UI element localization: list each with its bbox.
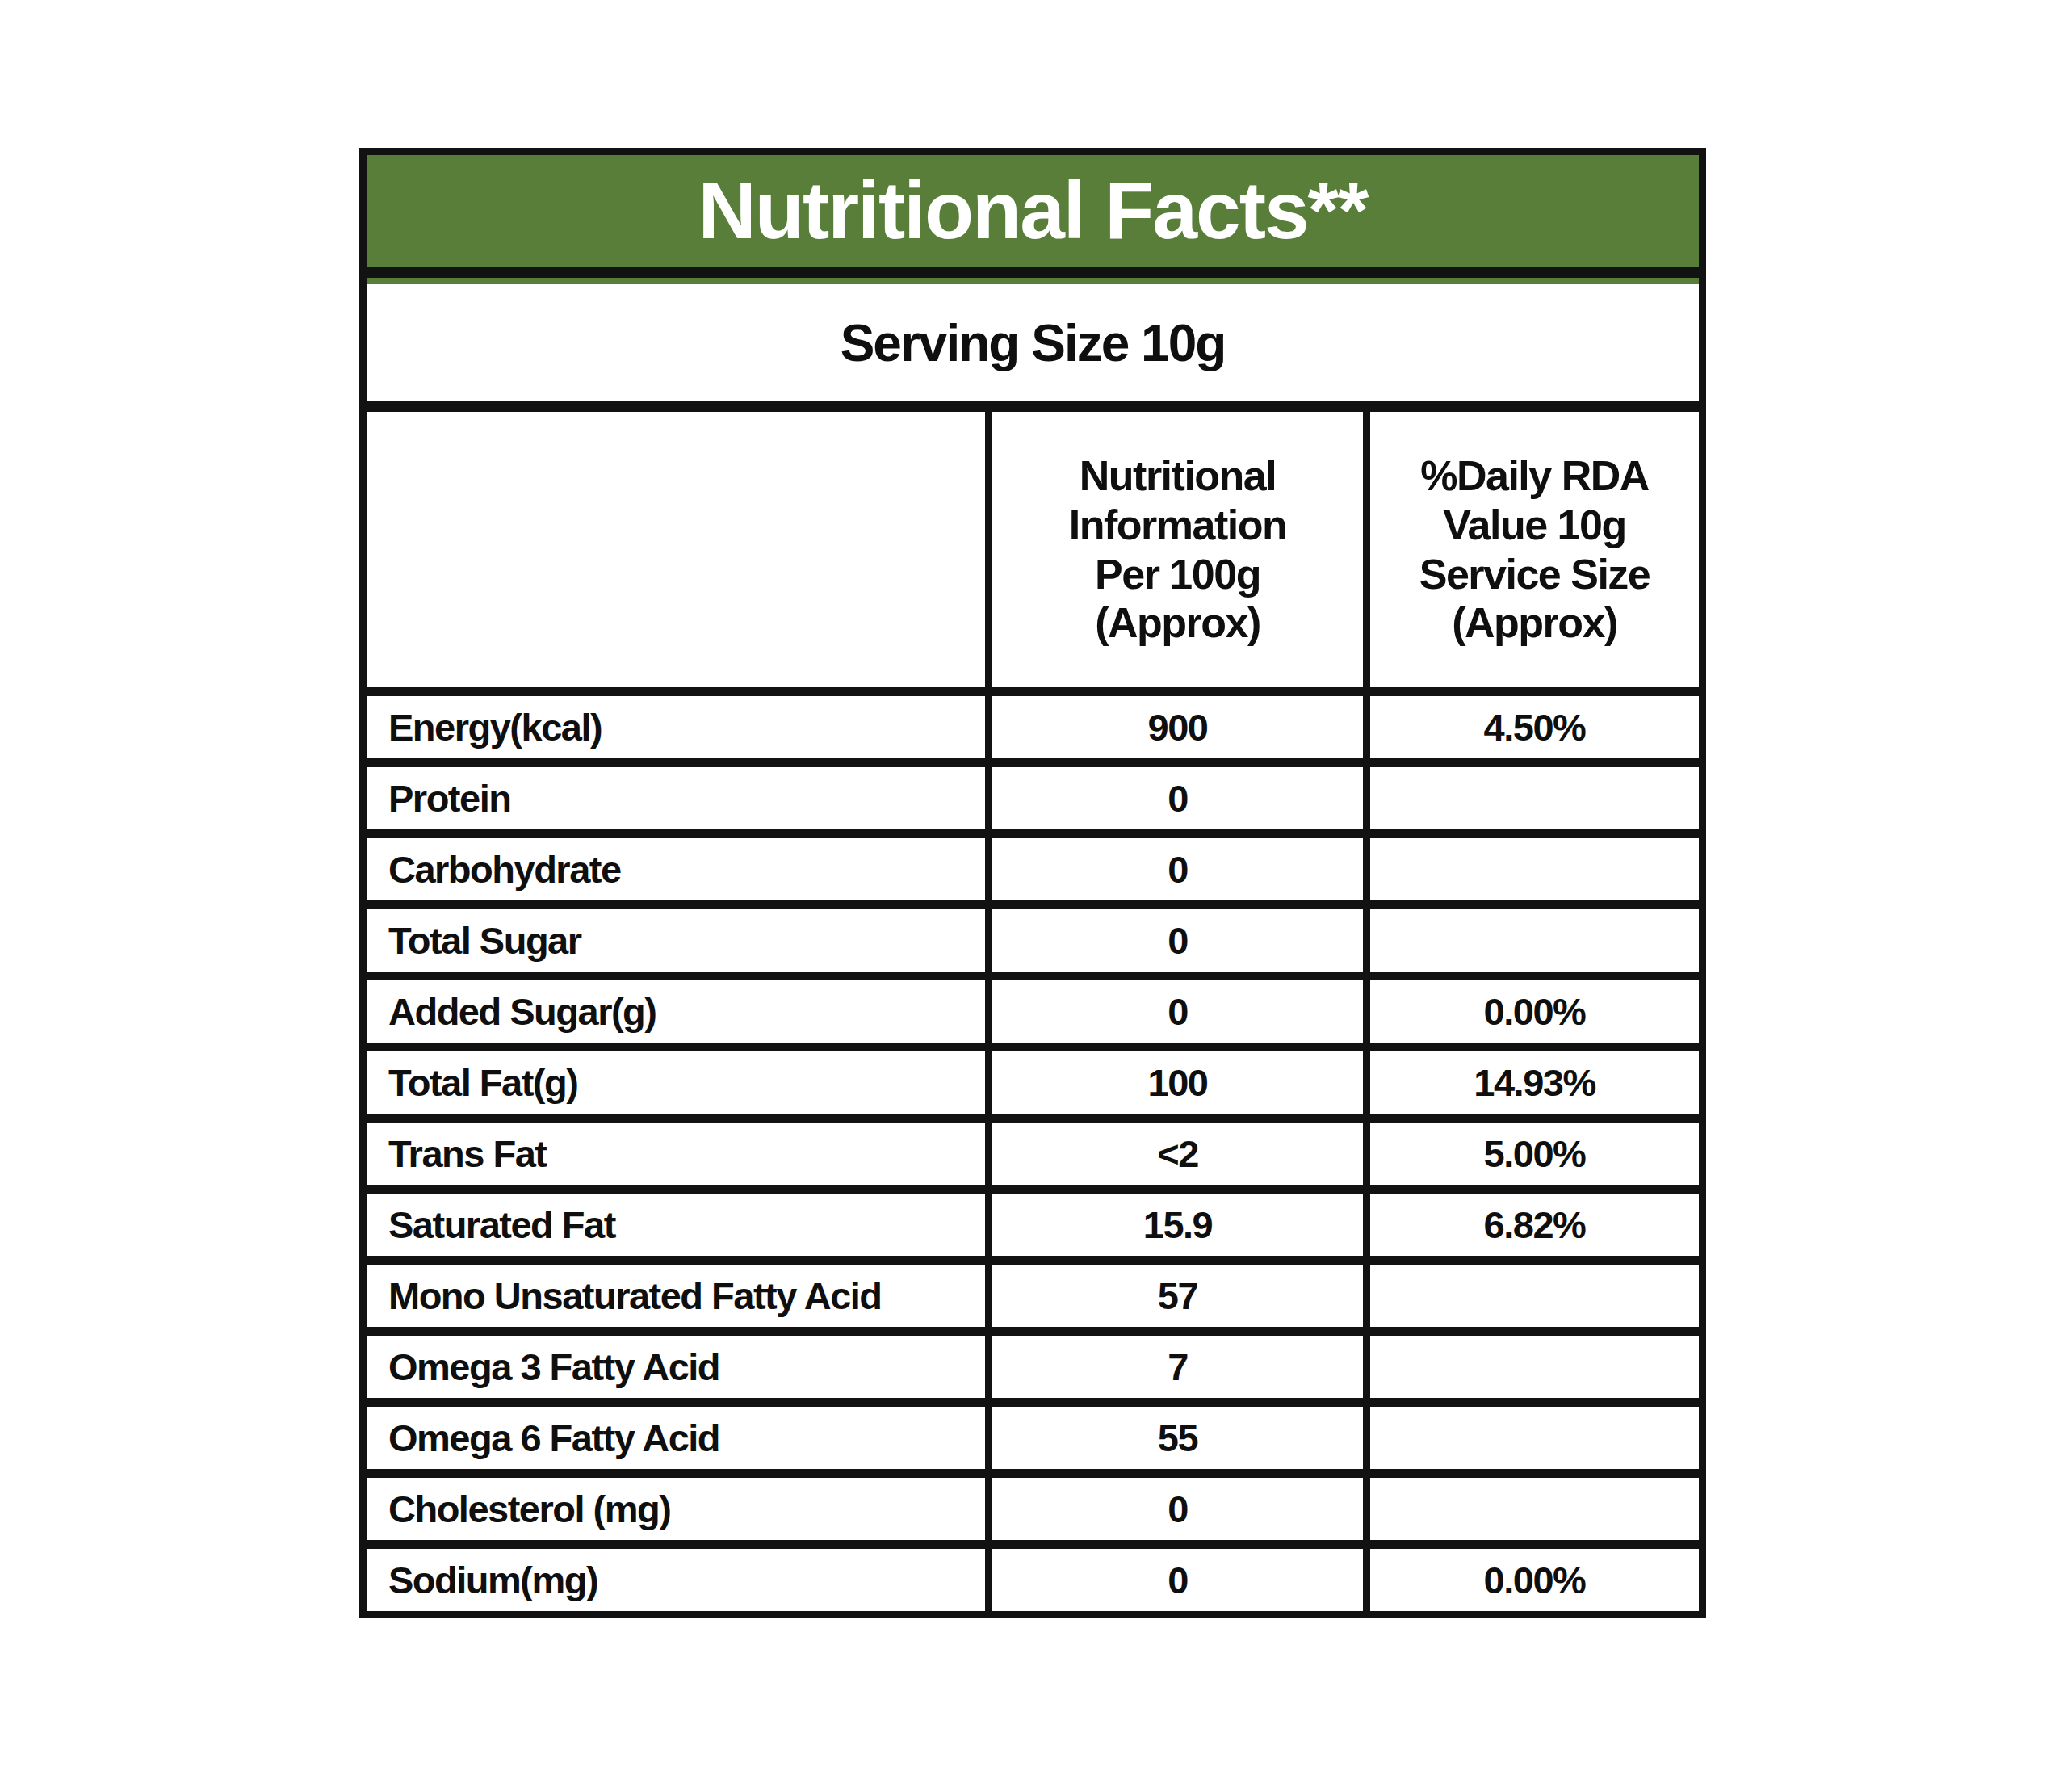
row-label: Added Sugar(g)	[367, 980, 985, 1043]
row-value-rda: 4.50%	[1370, 696, 1699, 758]
row-value-rda	[1370, 767, 1699, 829]
row-value-per100g: 0	[992, 1478, 1363, 1540]
row-value-per100g: 15.9	[992, 1194, 1363, 1256]
row-value-rda	[1370, 838, 1699, 900]
row-value-per100g: 57	[992, 1265, 1363, 1327]
row-value-rda	[1370, 1265, 1699, 1327]
row-value-rda: 0.00%	[1370, 1549, 1699, 1611]
column-header-item	[367, 412, 985, 687]
row-value-per100g: 7	[992, 1336, 1363, 1398]
row-value-per100g: 0	[992, 767, 1363, 829]
banner-divider	[367, 267, 1699, 278]
row-value-rda: 6.82%	[1370, 1194, 1699, 1256]
row-value-per100g: 55	[992, 1407, 1363, 1469]
row-value-per100g: 0	[992, 980, 1363, 1043]
row-value-rda	[1370, 1336, 1699, 1398]
serving-size-text: Serving Size 10g	[841, 313, 1226, 373]
row-value-rda	[1370, 909, 1699, 972]
nutrition-label-page: Nutritional Facts** Serving Size 10g Nut…	[0, 0, 2067, 1792]
row-label: Saturated Fat	[367, 1194, 985, 1256]
column-header-rda: %Daily RDA Value 10g Service Size (Appro…	[1370, 412, 1699, 687]
row-label: Protein	[367, 767, 985, 829]
row-value-rda: 5.00%	[1370, 1123, 1699, 1185]
row-value-per100g: <2	[992, 1123, 1363, 1185]
column-header-per100g: Nutritional Information Per 100g (Approx…	[992, 412, 1363, 687]
row-value-rda	[1370, 1478, 1699, 1540]
row-value-per100g: 0	[992, 838, 1363, 900]
row-label: Cholesterol (mg)	[367, 1478, 985, 1540]
page-title: Nutritional Facts**	[698, 164, 1368, 276]
row-value-rda: 14.93%	[1370, 1051, 1699, 1114]
row-value-per100g: 0	[992, 1549, 1363, 1611]
row-label: Energy(kcal)	[367, 696, 985, 758]
title-banner: Nutritional Facts**	[367, 155, 1699, 284]
row-label: Carbohydrate	[367, 838, 985, 900]
row-value-rda: 0.00%	[1370, 980, 1699, 1043]
row-value-rda	[1370, 1407, 1699, 1469]
row-value-per100g: 100	[992, 1051, 1363, 1114]
row-value-per100g: 900	[992, 696, 1363, 758]
row-label: Total Fat(g)	[367, 1051, 985, 1114]
row-label: Mono Unsaturated Fatty Acid	[367, 1265, 985, 1327]
row-label: Omega 6 Fatty Acid	[367, 1407, 985, 1469]
row-label: Omega 3 Fatty Acid	[367, 1336, 985, 1398]
row-label: Trans Fat	[367, 1123, 985, 1185]
serving-size-bar: Serving Size 10g	[367, 284, 1699, 412]
row-label: Sodium(mg)	[367, 1549, 985, 1611]
nutrition-grid: Nutritional Information Per 100g (Approx…	[367, 412, 1699, 1611]
row-value-per100g: 0	[992, 909, 1363, 972]
row-label: Total Sugar	[367, 909, 985, 972]
nutrition-facts-table: Nutritional Facts** Serving Size 10g Nut…	[359, 148, 1706, 1618]
